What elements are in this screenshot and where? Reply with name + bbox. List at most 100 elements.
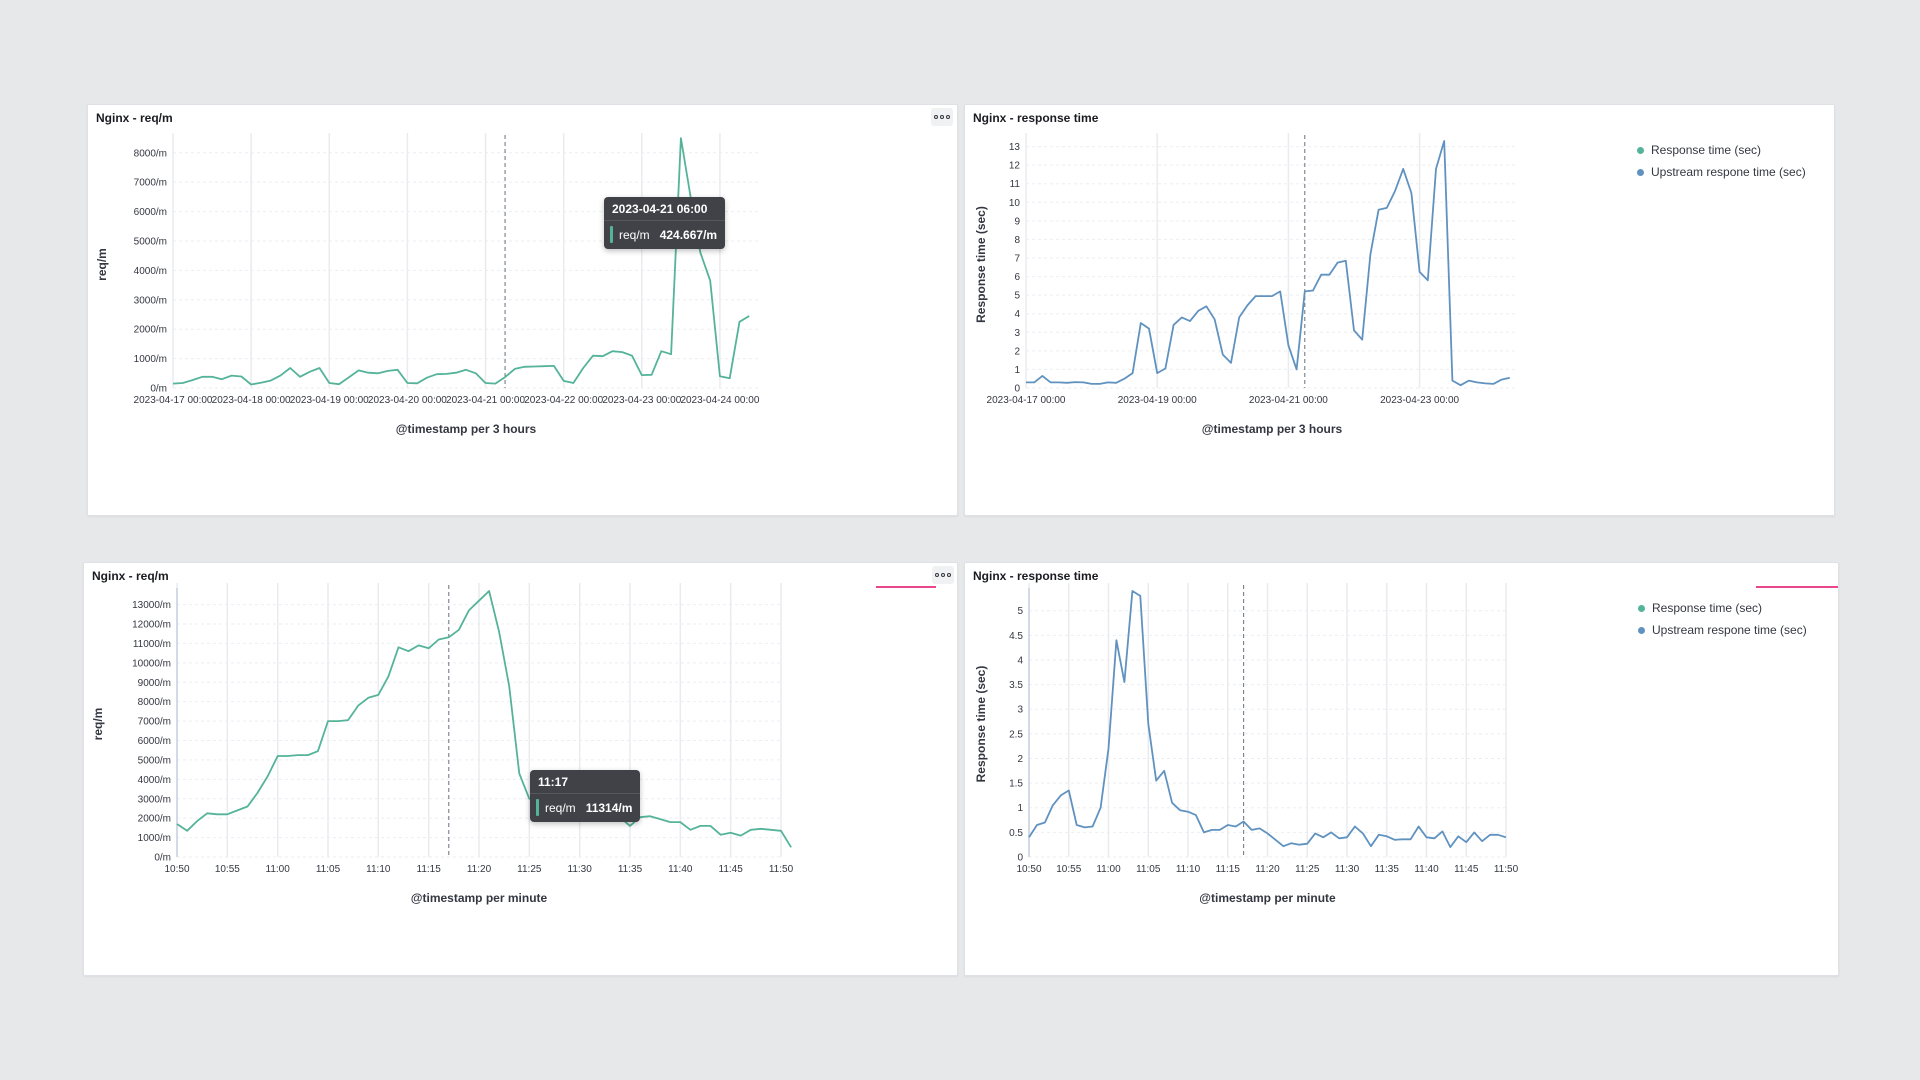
panel-title: Nginx - response time [973,569,1099,583]
x-tick-label: 2023-04-20 00:00 [368,395,447,406]
x-tick-label: 11:10 [366,864,391,875]
y-tick-label: 8000/m [134,148,167,159]
y-tick-label: 3000/m [134,295,167,306]
legend-dot-icon [1637,168,1644,176]
y-tick-label: 3.5 [1009,680,1023,691]
tooltip-label: req/m [619,227,650,242]
y-tick-label: 8000/m [138,697,171,708]
x-tick-label: 11:05 [1136,864,1161,875]
x-tick-label: 11:35 [618,864,643,875]
tooltip-row: req/m 11314/m [530,794,640,822]
chart-legend: Response time (sec) Upstream respone tim… [1637,139,1806,183]
x-tick-label: 11:00 [266,864,291,875]
x-tick-label: 2023-04-17 00:00 [134,395,213,406]
legend-dot-icon [1637,146,1644,154]
x-tick-label: 10:55 [1056,864,1081,875]
x-tick-label: 2023-04-18 00:00 [212,395,291,406]
y-tick-label: 12 [1009,161,1021,172]
x-tick-label: 11:45 [1454,864,1479,875]
series-line [176,590,792,848]
legend-item-upstream-time[interactable]: Upstream respone time (sec) [1638,619,1807,641]
y-tick-label: 2000/m [134,325,167,336]
y-tick-label: 6 [1014,272,1020,283]
chart-response-per-minute[interactable]: 0 0.5 1 1.5 2 2.5 3 3.5 4 4.5 5 10:50 10:55 11:00 11:0… [965,563,1838,975]
y-tick-label: 5 [1014,291,1020,302]
panel-req-per-3h: Nginx - req/m 0/m 1000/m 2000/m 3000/m 4000/… [87,104,958,516]
series-line [1028,590,1507,849]
tooltip-time: 2023-04-21 06:00 [604,197,726,221]
y-tick-label: 1000/m [134,354,167,365]
tooltip-swatch [536,799,539,816]
y-tick-label: 2 [1014,346,1020,357]
x-tick-label: 11:25 [1295,864,1320,875]
x-tick-label: 2023-04-17 00:00 [987,395,1066,406]
y-tick-label: 4 [1017,655,1023,666]
y-tick-label: 1 [1014,365,1020,376]
y-tick-label: 5 [1017,606,1023,617]
x-tick-label: 2023-04-21 00:00 [446,395,525,406]
x-tick-label: 10:50 [1016,864,1041,875]
x-tick-label: 11:20 [1255,864,1280,875]
y-tick-label: 9 [1014,216,1020,227]
y-tick-label: 1.5 [1009,779,1023,790]
y-tick-label: 7 [1014,254,1020,265]
x-tick-label: 11:50 [769,864,794,875]
y-tick-label: 0/m [154,853,171,864]
y-tick-label: 6000/m [138,736,171,747]
tooltip-value: 11314/m [585,800,633,815]
x-tick-label: 11:15 [1216,864,1241,875]
y-tick-label: 0 [1014,384,1020,395]
x-tick-label: 2023-04-23 00:00 [602,395,681,406]
panel-response-per-3h: Nginx - response time 0 1 2 3 4 5 6 7 8 9 10 11 12 13… [964,104,1835,516]
dot-icon [941,573,945,577]
y-tick-label: 3 [1014,328,1020,339]
y-tick-label: 3000/m [138,794,171,805]
y-axis-title: req/m [95,248,109,281]
legend-item-upstream-time[interactable]: Upstream respone time (sec) [1637,161,1806,183]
y-tick-label: 10 [1009,198,1021,209]
panel-accent-line [876,586,936,588]
legend-item-response-time[interactable]: Response time (sec) [1637,139,1806,161]
x-axis-title: @timestamp per minute [411,891,548,905]
chart-req-per-3h[interactable]: 0/m 1000/m 2000/m 3000/m 4000/m 5000/m 6000/m 7… [88,105,957,515]
tooltip-time: 11:17 [530,770,641,794]
legend-item-response-time[interactable]: Response time (sec) [1638,597,1807,619]
y-tick-label: 7000/m [138,717,171,728]
y-tick-label: 5000/m [134,236,167,247]
panel-options-button[interactable] [931,108,953,126]
panel-title: Nginx - response time [973,111,1099,125]
x-tick-label: 2023-04-23 00:00 [1380,395,1459,406]
legend-label: Response time (sec) [1652,601,1763,615]
x-tick-label: 11:45 [719,864,744,875]
x-axis-title: @timestamp per 3 hours [1202,422,1343,436]
y-tick-label: 6000/m [134,207,167,218]
y-tick-label: 9000/m [138,678,171,689]
y-tick-label: 10000/m [132,658,171,669]
x-tick-label: 11:10 [1176,864,1201,875]
chart-tooltip: 2023-04-21 06:00 req/m 424.667/m [604,197,726,249]
x-tick-label: 11:40 [1414,864,1439,875]
y-axis-title: Response time (sec) [974,206,988,323]
legend-label: Response time (sec) [1651,143,1762,157]
y-tick-label: 7000/m [134,178,167,189]
tooltip-swatch [610,226,613,243]
y-tick-label: 11000/m [133,639,171,650]
panel-options-button[interactable] [932,566,954,584]
y-tick-label: 8 [1014,235,1020,246]
x-tick-label: 2023-04-24 00:00 [680,395,759,406]
y-tick-label: 11 [1010,179,1021,190]
x-tick-label: 11:05 [316,864,341,875]
y-tick-label: 0.5 [1009,828,1023,839]
y-tick-label: 4000/m [134,266,167,277]
y-tick-label: 1000/m [138,833,171,844]
legend-label: Upstream respone time (sec) [1651,165,1806,179]
x-tick-label: 11:35 [1375,864,1400,875]
y-tick-label: 13 [1009,142,1021,153]
chart-req-per-minute[interactable]: 0/m 1000/m 2000/m 3000/m 4000/m 5000/m 6000/m 7… [84,563,957,975]
x-tick-label: 11:15 [417,864,442,875]
dot-icon [947,573,951,577]
y-axis-title: req/m [91,708,105,741]
y-tick-label: 0/m [150,384,167,395]
y-tick-label: 4000/m [138,775,171,786]
